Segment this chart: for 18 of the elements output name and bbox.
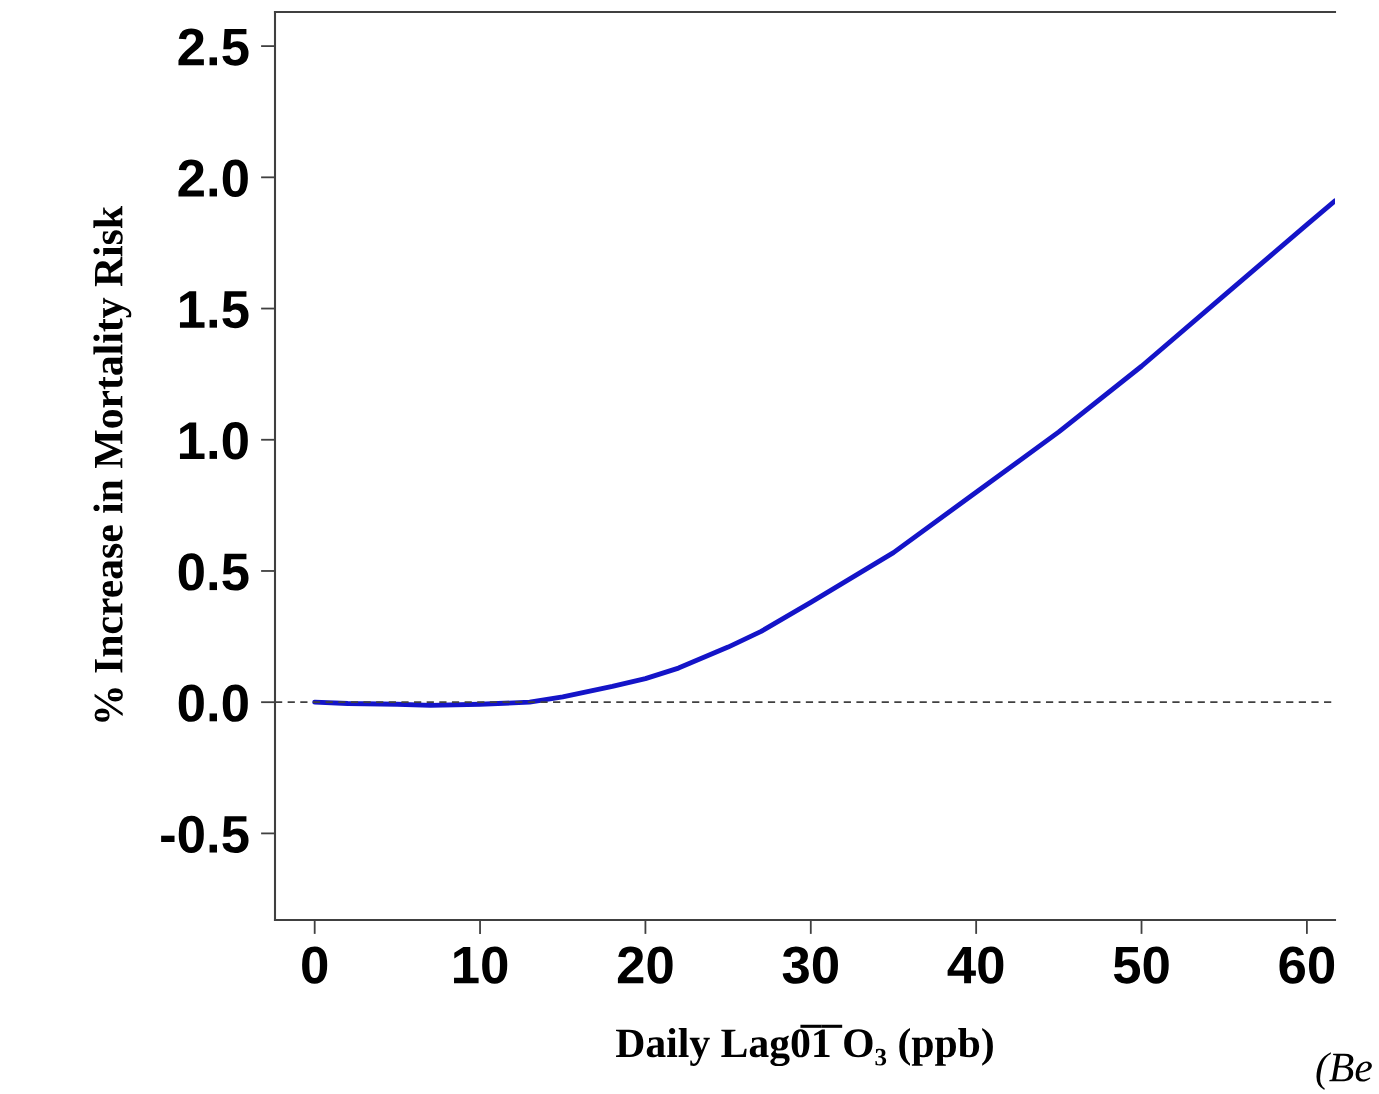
y-tick-label: 2.0	[178, 159, 248, 197]
x-tick-label: 60	[1279, 946, 1335, 984]
line-series	[312, 198, 1335, 708]
y-tick-label: 1.5	[179, 291, 249, 329]
y-tick-label: 0.5	[178, 553, 249, 591]
y-axis-title: % Increase in Mortality Risk	[93, 206, 132, 722]
y-tick-label: -0.5	[161, 815, 249, 854]
x-tick-label: 20	[617, 946, 673, 984]
y-tick-label: 1.0	[179, 422, 248, 460]
text: (Be	[1316, 1052, 1372, 1090]
x-tick-label: 40	[947, 946, 1004, 984]
x-tick-label: 50	[1113, 946, 1169, 984]
x-axis-title: Daily Lag0̅1̅ O₃ (ppb)	[616, 1024, 993, 1067]
x-tick-label: 30	[782, 946, 838, 984]
x-tick-label: 0	[302, 946, 328, 984]
y-tick-label: 0.0	[178, 684, 248, 722]
y-tick-label: 2.5	[178, 28, 249, 66]
x-tick-label: 10	[454, 946, 508, 984]
